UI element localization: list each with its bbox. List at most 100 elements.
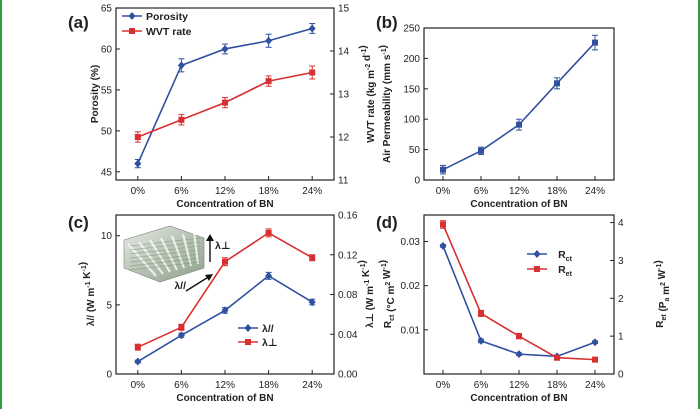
x-axis-label: Concentration of BN <box>176 393 273 404</box>
y-tick-label: 100 <box>403 115 420 126</box>
y-tick-label: 0.01 <box>401 325 421 336</box>
series-line <box>137 274 313 363</box>
data-point <box>222 99 228 106</box>
x-tick-label: 6% <box>174 380 189 391</box>
data-point <box>516 333 522 340</box>
x-tick-label: 24% <box>302 380 322 391</box>
legend-label: λ// <box>262 323 274 335</box>
y-tick-label: 5 <box>106 300 112 311</box>
legend-label: Porosity <box>146 11 188 23</box>
y-tick-label: 55 <box>101 85 113 96</box>
data-point <box>592 356 598 363</box>
data-point <box>265 229 272 236</box>
y-right-tick-label: 0 <box>618 370 624 381</box>
y-tick-label: 50 <box>101 126 113 137</box>
x-tick-label: 12% <box>509 186 529 197</box>
data-point <box>440 221 446 228</box>
series-0 <box>440 34 598 175</box>
legend-wvt <box>122 28 142 34</box>
y-right-tick-label: 3 <box>618 256 624 267</box>
x-tick-label: 18% <box>259 186 279 197</box>
y-right-axis-label-d: Ret (Pa m2 W-1) <box>653 260 672 328</box>
series-0 <box>134 23 316 169</box>
legend-lambda-parallel <box>238 324 258 332</box>
inset-fiber <box>192 231 200 265</box>
legend-label-ret: Ret <box>558 264 572 278</box>
panel-a: (a) 0% 6% 12% 18% 24% Concentration of BN 45 50 5… <box>68 4 350 211</box>
panel-label: (b) <box>376 13 398 32</box>
data-point <box>265 36 273 45</box>
data-point <box>478 310 484 317</box>
x-tick-label: 6% <box>474 186 489 197</box>
right-accent-bar <box>698 0 700 409</box>
panel-b: (b) 0% 6% 12% 18% 24% Concentration of BN 0 50 10… <box>376 13 615 210</box>
y-tick-label: 200 <box>403 54 420 65</box>
y-right-tick-label: 0.00 <box>338 370 358 381</box>
data-point <box>222 258 228 265</box>
series-0 <box>439 241 599 361</box>
arrow-perp-head <box>206 234 214 241</box>
legend-rct <box>527 250 547 258</box>
data-point <box>515 350 523 359</box>
y-tick-label: 0.03 <box>401 237 421 248</box>
y-tick-label: 50 <box>409 145 421 156</box>
data-point <box>477 336 485 345</box>
series-line <box>442 245 596 358</box>
data-point <box>134 134 141 140</box>
y-axis-label-a: Porosity (%) <box>90 65 101 123</box>
inset-fiber <box>129 245 201 255</box>
x-tick-label: 24% <box>585 186 605 197</box>
data-point <box>308 24 316 33</box>
y-right-tick-label: 0.16 <box>338 211 358 222</box>
x-tick-label: 18% <box>547 380 567 391</box>
y-right-tick-label: 1 <box>618 332 624 343</box>
x-tick-label: 6% <box>474 380 489 391</box>
panel-d: (d) 0% 6% 12% 18% 24% Concentration of BN 0.01 0… <box>376 213 624 404</box>
legend-marker <box>244 324 252 332</box>
data-point <box>134 357 142 366</box>
inset-fiber <box>149 239 171 273</box>
plot-frame <box>423 27 615 181</box>
legend-marker <box>128 12 136 20</box>
data-point <box>177 331 185 340</box>
x-tick-label: 12% <box>215 186 235 197</box>
y-tick-label: 60 <box>101 44 113 55</box>
legend-label: λ⊥ <box>262 337 277 349</box>
x-tick-label: 12% <box>509 380 529 391</box>
data-point <box>221 306 229 315</box>
x-tick-label: 0% <box>131 186 146 197</box>
series-line <box>442 224 596 361</box>
panel-label: (d) <box>376 213 398 232</box>
x-tick-label: 0% <box>131 380 146 391</box>
legend-lambda-perp <box>238 339 258 345</box>
inset-fiber <box>129 257 201 267</box>
data-point <box>177 61 185 70</box>
series-0 <box>134 271 316 366</box>
data-point <box>221 44 229 53</box>
x-tick-label: 12% <box>215 380 235 391</box>
y-right-axis-label-c: λ⊥ (W m-1 K-1) <box>357 260 376 328</box>
legend-porosity <box>122 12 142 20</box>
data-point <box>309 69 316 76</box>
legend-marker <box>129 28 135 34</box>
y-tick-label: 150 <box>403 84 420 95</box>
series-1 <box>134 65 316 143</box>
arrow-parallel-head <box>205 274 213 281</box>
panel-label: (c) <box>68 213 89 232</box>
y-right-tick-label: 4 <box>618 218 624 229</box>
data-point <box>134 344 141 351</box>
data-point <box>440 166 446 173</box>
data-point <box>591 338 599 347</box>
series-1 <box>440 220 598 363</box>
legend-ret <box>527 266 547 272</box>
data-point <box>478 147 484 154</box>
data-point <box>439 241 447 250</box>
panel-label: (a) <box>68 13 89 32</box>
inset-fiber <box>138 241 164 275</box>
x-tick-label: 6% <box>174 186 189 197</box>
y-right-tick-label: 13 <box>338 90 350 101</box>
y-tick-label: 65 <box>101 4 113 15</box>
data-point <box>592 39 598 46</box>
data-point <box>554 80 560 87</box>
data-point <box>265 271 273 280</box>
